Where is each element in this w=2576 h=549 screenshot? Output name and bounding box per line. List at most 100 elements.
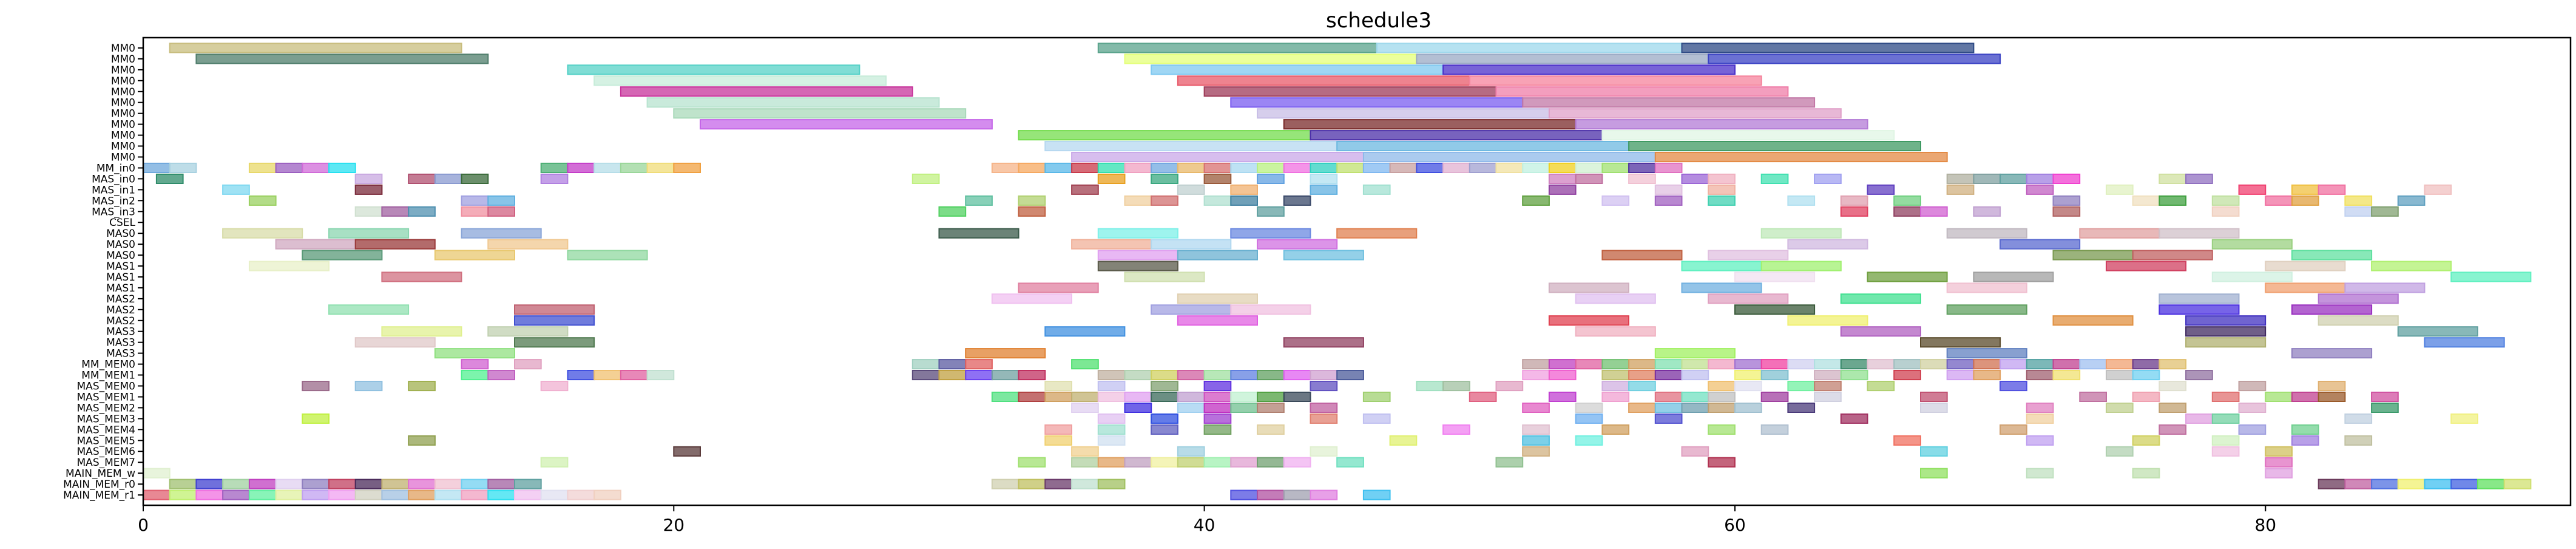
schedule-bar [1442,64,1736,75]
schedule-bar [1920,206,1948,217]
schedule-bar [2158,304,2240,315]
schedule-bar [1734,381,1762,392]
schedule-bar [1124,402,1152,414]
schedule-bar [1681,402,1709,414]
schedule-bar [1177,250,1259,261]
y-tick-label: MM_MEM0 [81,359,135,371]
schedule-bar [1867,184,1895,195]
schedule-bar [1071,162,1099,173]
schedule-bar [381,206,410,217]
schedule-bar [1548,359,1577,370]
schedule-bar [1628,162,1656,173]
schedule-bar [2371,261,2452,271]
schedule-bar [1601,162,1630,173]
schedule-bar [1124,271,1205,282]
schedule-bar [991,370,1019,381]
schedule-bar [1654,152,1948,163]
schedule-bar [1495,457,1524,468]
schedule-bar [1654,370,1683,381]
schedule-bar [461,195,489,206]
schedule-bar [2291,348,2373,359]
schedule-bar [2132,468,2160,479]
chart-title: schedule3 [1326,9,1432,33]
schedule-bar [2052,250,2134,261]
schedule-bar [1681,261,1762,271]
schedule-bar [1840,359,1868,370]
schedule-bar [2185,326,2267,337]
schedule-bar [1522,446,1550,457]
x-tick-label: 60 [1724,515,1746,535]
schedule-bar [965,370,993,381]
schedule-bar [169,43,462,53]
schedule-bar [1310,370,1338,381]
schedule-bar [1151,457,1178,468]
schedule-bar [1044,141,1338,152]
schedule-bar [1654,359,1683,370]
schedule-bar [1628,359,1656,370]
schedule-bar [2265,457,2293,468]
schedule-bar [1203,381,1232,392]
schedule-bar [1283,119,1577,130]
schedule-bar [1151,424,1178,435]
y-tick-label: MAS_MEM0 [77,381,135,393]
schedule-bar [1124,53,1418,64]
schedule-bar [2317,479,2346,489]
schedule-bar [2291,391,2319,403]
schedule-bar [1283,195,1311,206]
schedule-bar [1973,271,2054,282]
x-tick-label: 0 [138,515,149,535]
y-tick-label: MM0 [111,86,135,98]
schedule-bar [302,489,330,500]
schedule-bar [2371,402,2399,414]
y-tick-label: MAS3 [106,337,135,349]
schedule-bar [1230,184,1259,195]
schedule-bar [1628,173,1656,184]
schedule-bar [1151,304,1232,315]
schedule-bar [248,489,277,500]
schedule-bar [1203,86,1497,97]
schedule-bar [1230,304,1311,315]
schedule-bar [1257,402,1285,414]
schedule-bar [1097,391,1126,403]
schedule-bar [540,457,569,468]
schedule-bar [1097,381,1126,392]
schedule-bar [1548,315,1629,326]
schedule-bar [1628,141,1922,152]
schedule-bar [1814,381,1842,392]
schedule-bar [514,337,595,348]
schedule-bar [2238,424,2267,435]
schedule-bar [195,53,489,64]
schedule-bar [1548,184,1577,195]
schedule-bar [1708,359,1736,370]
schedule-bar [408,206,436,217]
schedule-bar [2026,173,2054,184]
schedule-bar [1867,381,1895,392]
schedule-bar [1814,173,1842,184]
schedule-bar [1708,424,1736,435]
schedule-bar [1760,370,1789,381]
schedule-bar [2158,293,2240,304]
schedule-bar [1230,457,1259,468]
schedule-bar [1522,435,1550,446]
plot-frame [142,36,2572,506]
schedule-bar [1787,195,1816,206]
schedule-bar [1097,43,1378,53]
schedule-bar [1522,97,1816,108]
schedule-bar [938,206,967,217]
schedule-bar [1018,370,1046,381]
schedule-bar [991,293,1073,304]
schedule-bar [2132,195,2160,206]
schedule-bar [2132,250,2213,261]
schedule-bar [965,359,993,370]
schedule-bar [1203,195,1232,206]
schedule-bar [1973,359,2001,370]
schedule-bar [461,479,489,489]
schedule-bar [1973,370,2001,381]
schedule-bar [2397,479,2426,489]
schedule-bar [222,489,250,500]
x-tick-label: 80 [2254,515,2276,535]
schedule-bar [1787,315,1868,326]
schedule-bar [1230,97,1524,108]
y-tick-label: MAS_MEM7 [77,457,135,469]
